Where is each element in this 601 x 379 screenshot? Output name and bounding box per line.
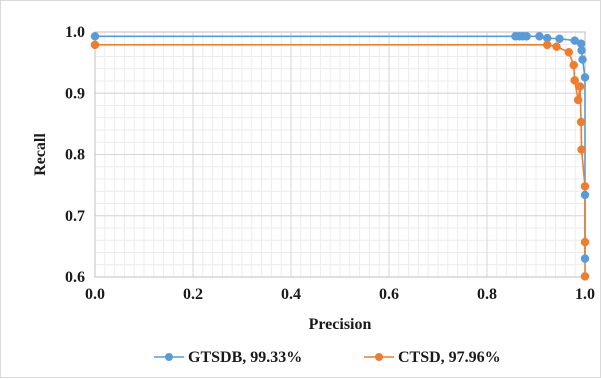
data-point-gtsdb (578, 55, 587, 64)
data-point-ctsd (580, 182, 590, 191)
x-tick-label: 0.0 (85, 286, 105, 303)
x-tick-label: 0.4 (281, 286, 301, 303)
data-point-gtsdb (580, 73, 590, 82)
data-point-ctsd (576, 117, 586, 127)
y-tick-label: 0.9 (65, 85, 85, 102)
data-point-ctsd (569, 60, 578, 70)
data-point-ctsd (552, 42, 561, 51)
data-point-ctsd (564, 47, 574, 57)
legend-marker-gtsdb (165, 353, 173, 361)
y-tick-label: 0.8 (65, 147, 85, 164)
data-point-ctsd (575, 82, 585, 91)
legend-marker-ctsd (375, 353, 383, 361)
y-tick-label: 0.6 (65, 269, 85, 286)
data-point-gtsdb (577, 46, 586, 55)
data-point-ctsd (580, 237, 590, 247)
data-point-gtsdb (522, 32, 531, 41)
x-tick-label: 0.8 (477, 286, 497, 303)
y-tick-label: 1.0 (65, 24, 85, 41)
data-point-ctsd (90, 40, 100, 50)
y-tick-label: 0.7 (65, 208, 85, 225)
data-point-gtsdb (555, 34, 564, 43)
data-point-ctsd (543, 40, 552, 50)
data-point-ctsd (573, 95, 583, 105)
y-axis-title: Recall (32, 133, 49, 176)
data-point-ctsd (580, 272, 590, 281)
x-axis-title: Precision (309, 316, 372, 333)
legend-label-gtsdb: GTSDB, 99.33% (188, 349, 302, 366)
x-tick-label: 0.2 (183, 286, 203, 303)
data-point-ctsd (577, 145, 586, 154)
legend-label-ctsd: CTSD, 97.96% (398, 349, 501, 366)
data-point-gtsdb (90, 32, 100, 41)
data-point-gtsdb (580, 190, 590, 200)
x-tick-label: 1.0 (575, 286, 595, 303)
data-point-gtsdb (535, 32, 544, 41)
data-point-ctsd (570, 76, 579, 85)
data-point-gtsdb (580, 254, 590, 263)
x-tick-label: 0.6 (379, 286, 399, 303)
